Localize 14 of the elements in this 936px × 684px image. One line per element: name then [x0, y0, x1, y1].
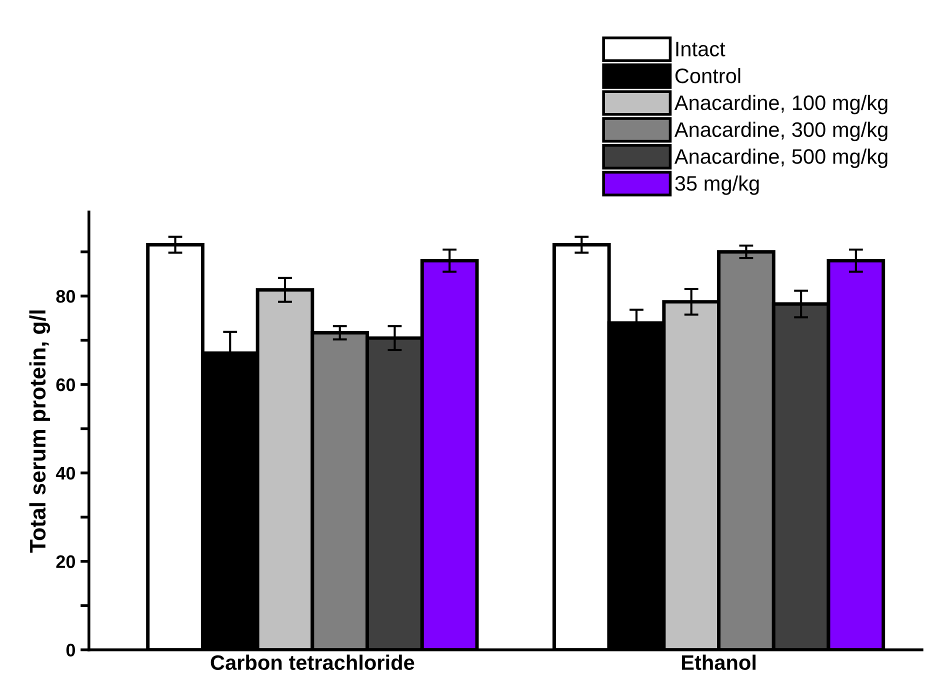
legend-label: Anacardine, 100 mg/kg	[674, 94, 888, 114]
legend-label: Intact	[676, 42, 726, 56]
y-tick-label: 40	[56, 466, 75, 480]
y-axis-title: Total serum protein, g/l	[29, 310, 50, 553]
y-tick-label: 0	[66, 644, 75, 657]
legend-label: Control	[675, 68, 740, 84]
legend-label: Anacardine, 300 mg/kg	[674, 122, 888, 142]
legend-label: 35 mg/kg	[675, 175, 759, 195]
x-tick-label: Carbon tetrachloride	[210, 654, 414, 670]
legend-label: Anacardine, 500 mg/kg	[674, 148, 888, 168]
y-tick-label: 80	[56, 290, 75, 303]
y-tick-label: 60	[56, 378, 75, 392]
x-tick-label: Ethanol	[682, 654, 756, 670]
y-tick-label: 20	[56, 555, 75, 568]
